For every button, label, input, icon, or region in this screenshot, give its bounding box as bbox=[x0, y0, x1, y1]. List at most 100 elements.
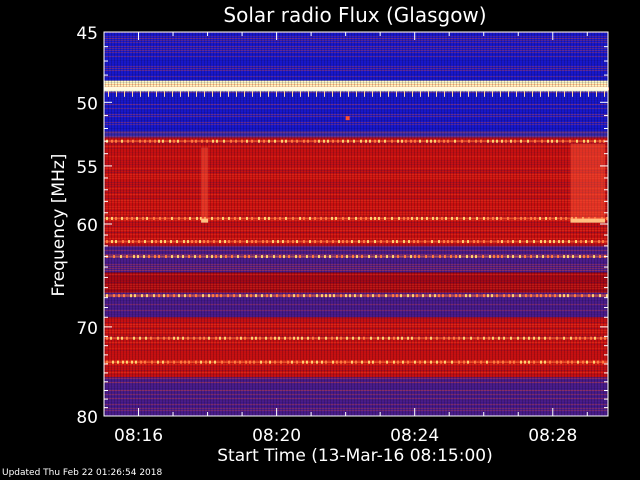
emission-dot bbox=[182, 336, 184, 340]
emission-dot bbox=[476, 216, 478, 220]
peak-tick bbox=[540, 90, 541, 97]
emission-dot bbox=[209, 360, 211, 364]
emission-dot bbox=[352, 336, 354, 340]
peak-tick bbox=[268, 90, 269, 97]
emission-dot bbox=[520, 139, 522, 143]
y-tick-label: 45 bbox=[76, 24, 98, 44]
emission-dot bbox=[414, 360, 416, 364]
emission-dot bbox=[477, 336, 479, 340]
emission-dot bbox=[208, 294, 210, 298]
emission-dot bbox=[345, 294, 347, 298]
emission-dot bbox=[318, 336, 320, 340]
emission-dot bbox=[507, 216, 509, 220]
emission-dot bbox=[245, 360, 247, 364]
emission-dot bbox=[579, 255, 581, 259]
emission-dot bbox=[480, 139, 482, 143]
emission-dot bbox=[497, 360, 499, 364]
emission-dot bbox=[528, 360, 530, 364]
emission-dot bbox=[447, 139, 449, 143]
emission-dot bbox=[544, 240, 546, 244]
emission-dot bbox=[493, 255, 495, 259]
emission-dot bbox=[513, 360, 515, 364]
emission-dot bbox=[113, 294, 115, 298]
emission-dot bbox=[533, 240, 535, 244]
emission-dot bbox=[530, 255, 532, 259]
emission-dot bbox=[555, 216, 557, 220]
emission-dot bbox=[541, 139, 543, 143]
peak-tick bbox=[428, 90, 429, 97]
emission-dot bbox=[451, 216, 453, 220]
emission-dot bbox=[606, 294, 608, 298]
emission-dot bbox=[539, 216, 541, 220]
emission-dot bbox=[419, 360, 421, 364]
emission-dot bbox=[297, 294, 299, 298]
emission-dot bbox=[283, 255, 285, 259]
emission-dot bbox=[195, 360, 197, 364]
emission-dot bbox=[173, 139, 175, 143]
emission-dot bbox=[358, 336, 360, 340]
emission-dot bbox=[151, 360, 153, 364]
emission-dot bbox=[451, 360, 453, 364]
emission-dot bbox=[425, 255, 427, 259]
emission-dot bbox=[375, 255, 377, 259]
emission-dot bbox=[211, 255, 213, 259]
emission-dot bbox=[258, 139, 260, 143]
emission-dot bbox=[333, 294, 335, 298]
emission-dot bbox=[367, 240, 369, 244]
emission-dot bbox=[228, 216, 230, 220]
emission-dot bbox=[540, 360, 542, 364]
emission-dot bbox=[454, 139, 456, 143]
emission-dot bbox=[133, 336, 135, 340]
emission-dot bbox=[171, 255, 173, 259]
peak-tick bbox=[396, 90, 397, 97]
emission-dot bbox=[449, 294, 451, 298]
emission-dot bbox=[436, 360, 438, 364]
emission-dot bbox=[483, 336, 485, 340]
emission-dot bbox=[199, 255, 201, 259]
peak-tick bbox=[388, 90, 389, 97]
emission-dot bbox=[204, 216, 206, 220]
emission-dot bbox=[138, 240, 140, 244]
emission-dot bbox=[403, 240, 405, 244]
emission-dot bbox=[510, 139, 512, 143]
emission-dot bbox=[492, 336, 494, 340]
emission-dot bbox=[274, 216, 276, 220]
emission-dot bbox=[177, 255, 179, 259]
peak-tick bbox=[292, 90, 293, 97]
emission-dot bbox=[193, 336, 195, 340]
emission-dot bbox=[165, 255, 167, 259]
emission-dot bbox=[122, 360, 124, 364]
emission-dot bbox=[392, 255, 394, 259]
emission-dot bbox=[205, 360, 207, 364]
emission-dot bbox=[570, 336, 572, 340]
emission-dot bbox=[164, 240, 166, 244]
emission-dot bbox=[450, 255, 452, 259]
emission-dot bbox=[575, 240, 577, 244]
emission-dot bbox=[358, 240, 360, 244]
emission-dot bbox=[184, 216, 186, 220]
emission-dot bbox=[279, 255, 281, 259]
emission-dot bbox=[178, 216, 180, 220]
emission-dot bbox=[365, 139, 367, 143]
emission-dot bbox=[441, 216, 443, 220]
emission-dot bbox=[444, 255, 446, 259]
x-tick-label: 08:28 bbox=[528, 426, 577, 446]
emission-dot bbox=[592, 294, 594, 298]
emission-dot bbox=[188, 255, 190, 259]
emission-dot bbox=[158, 255, 160, 259]
emission-dot bbox=[255, 336, 257, 340]
emission-dot bbox=[283, 294, 285, 298]
emission-dot bbox=[524, 255, 526, 259]
emission-dot bbox=[120, 255, 122, 259]
emission-dot bbox=[545, 294, 547, 298]
emission-dot bbox=[295, 255, 297, 259]
emission-dot bbox=[159, 216, 161, 220]
emission-dot bbox=[113, 255, 115, 259]
emission-dot bbox=[239, 360, 241, 364]
emission-dot bbox=[378, 216, 380, 220]
emission-dot bbox=[414, 255, 416, 259]
emission-line bbox=[104, 240, 608, 243]
emission-dot bbox=[551, 139, 553, 143]
emission-dot bbox=[582, 360, 584, 364]
emission-dot bbox=[407, 294, 409, 298]
